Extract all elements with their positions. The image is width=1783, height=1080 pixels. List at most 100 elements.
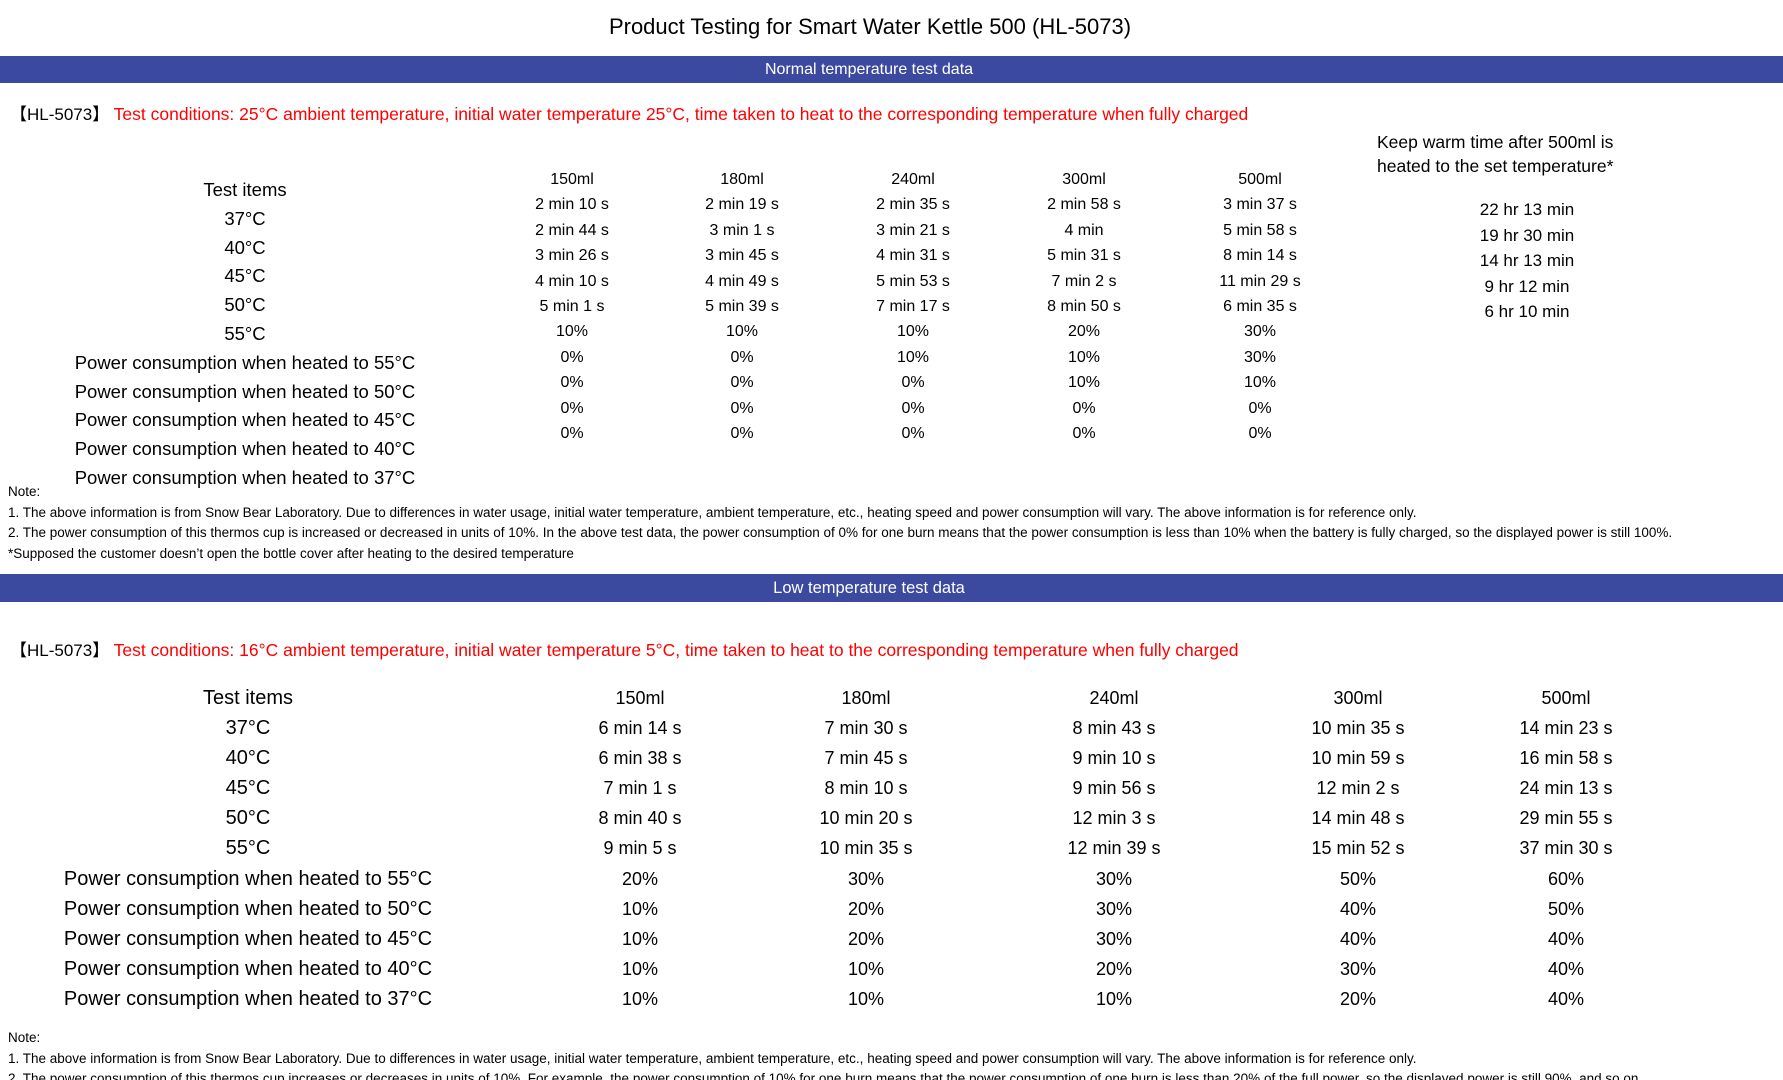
table1-column-240ml: 240ml 2 min 35 s 3 min 21 s 4 min 31 s 5 mi… xyxy=(828,167,998,446)
table-cell: 0% xyxy=(730,425,754,443)
table-cell: 10% xyxy=(847,958,885,979)
note-line: Note: xyxy=(8,1030,41,1045)
column-values: 14 min 23 s 16 min 58 s 24 min 13 s 29 min … xyxy=(1451,713,1681,1014)
column-header: 180ml xyxy=(841,688,891,708)
table-cell: 2 min 19 s xyxy=(705,196,779,214)
row-label: 40°C xyxy=(224,236,266,258)
table-cell: 5 min 39 s xyxy=(705,298,779,316)
model-tag: 【HL-5073】 xyxy=(10,105,110,124)
table-cell: 2 min 10 s xyxy=(535,196,609,214)
table-cell: 14 min 23 s xyxy=(1519,718,1613,739)
table-cell: 0% xyxy=(1248,399,1272,417)
column-header: 300ml xyxy=(1333,688,1383,708)
column-values: 2 min 19 s 3 min 1 s 3 min 45 s 4 min 49 s 5… xyxy=(657,192,827,446)
table-cell: 6 min 35 s xyxy=(1223,298,1297,316)
table-cell: 40% xyxy=(1547,928,1585,949)
table-cell: 2 min 58 s xyxy=(1047,196,1121,214)
table-cell: 4 min 10 s xyxy=(535,272,609,290)
row-label: Power consumption when heated to 45°C xyxy=(63,927,433,950)
table-cell: 5 min 53 s xyxy=(876,272,950,290)
section-banner-normal: Normal temperature test data xyxy=(0,56,1783,83)
table-cell: 3 min 26 s xyxy=(535,247,609,265)
column-values: 2 min 10 s 2 min 44 s 3 min 26 s 4 min 10 s… xyxy=(487,192,657,446)
table2-column-300ml: 300ml 10 min 35 s 10 min 59 s 12 min 2 s 14… xyxy=(1243,683,1473,1014)
note-line: 2. The power consumption of this thermos… xyxy=(8,1071,1643,1080)
row-label: Power consumption when heated to 40°C xyxy=(63,957,433,980)
table-cell: 3 min 37 s xyxy=(1223,196,1297,214)
section-banner-low: Low temperature test data xyxy=(0,574,1783,602)
table-cell: 9 min 5 s xyxy=(603,838,677,859)
table-cell: 0% xyxy=(730,399,754,417)
table-cell: 40% xyxy=(1547,988,1585,1009)
table-cell: 29 min 55 s xyxy=(1519,808,1613,829)
keepwarm-column: Keep warm time after 500ml is heated to … xyxy=(1377,130,1677,325)
page-title: Product Testing for Smart Water Kettle 5… xyxy=(608,14,1132,39)
row-label: 50°C xyxy=(225,807,271,830)
note-line: 1. The above information is from Snow Be… xyxy=(8,1050,1417,1066)
row-label: 55°C xyxy=(224,322,266,344)
table-cell: 30% xyxy=(1243,348,1277,366)
table-cell: 10% xyxy=(621,988,659,1009)
table-cell: 10% xyxy=(621,928,659,949)
table-cell: 15 min 52 s xyxy=(1311,838,1405,859)
row-label: 37°C xyxy=(224,207,266,229)
note-line: Note: xyxy=(8,484,41,499)
table-cell: 4 min xyxy=(1064,221,1104,239)
table-cell: 3 min 1 s xyxy=(709,221,775,239)
column-values: 2 min 58 s 4 min 5 min 31 s 7 min 2 s 8 min … xyxy=(999,192,1169,446)
note-line: 2. The power consumption of this thermos… xyxy=(8,525,1673,541)
table-cell: 0% xyxy=(730,374,754,392)
notes-normal: Note: 1. The above information is from Sn… xyxy=(8,482,1672,564)
row-label: Power consumption when heated to 40°C xyxy=(74,438,416,460)
table-cell: 40% xyxy=(1547,958,1585,979)
table1-row-labels: Test items 37°C 40°C 45°C 50°C 55°C Power cons… xyxy=(10,176,480,493)
table-cell: 20% xyxy=(847,898,885,919)
table-cell: 40% xyxy=(1339,898,1377,919)
row-label: Power consumption when heated to 45°C xyxy=(74,409,416,431)
keepwarm-cell: 22 hr 13 min xyxy=(1479,200,1575,219)
note-line: *Supposed the customer doesn’t open the … xyxy=(8,545,574,561)
row-label: Test items xyxy=(203,179,287,200)
table-cell: 4 min 31 s xyxy=(876,247,950,265)
table-cell: 5 min 58 s xyxy=(1223,221,1297,239)
table-cell: 0% xyxy=(901,425,925,443)
table-cell: 8 min 43 s xyxy=(1072,718,1156,739)
column-header: 300ml xyxy=(1062,171,1106,188)
column-header: 150ml xyxy=(615,688,665,708)
table-cell: 0% xyxy=(560,374,584,392)
column-header: 150ml xyxy=(550,171,594,188)
table-cell: 0% xyxy=(901,374,925,392)
table-cell: 10% xyxy=(1067,348,1101,366)
column-values: 8 min 43 s 9 min 10 s 9 min 56 s 12 min 3 s… xyxy=(999,713,1229,1014)
table-cell: 10% xyxy=(621,898,659,919)
keepwarm-values: 22 hr 13 min 19 hr 30 min 14 hr 13 min 9 hr… xyxy=(1377,197,1677,325)
table1-column-500ml: 500ml 3 min 37 s 5 min 58 s 8 min 14 s 11 m… xyxy=(1175,167,1345,446)
table-cell: 12 min 2 s xyxy=(1316,778,1400,799)
table-cell: 2 min 44 s xyxy=(535,221,609,239)
table1-column-180ml: 180ml 2 min 19 s 3 min 1 s 3 min 45 s 4 min… xyxy=(657,167,827,446)
table-cell: 5 min 1 s xyxy=(539,298,605,316)
table-cell: 10 min 20 s xyxy=(819,808,913,829)
keepwarm-cell: 14 hr 13 min xyxy=(1479,251,1575,270)
table-cell: 10% xyxy=(896,348,930,366)
table-cell: 10 min 35 s xyxy=(1311,718,1405,739)
table-cell: 20% xyxy=(1095,958,1133,979)
table-cell: 8 min 40 s xyxy=(598,808,682,829)
table-cell: 7 min 45 s xyxy=(824,748,908,769)
row-label: Power consumption when heated to 37°C xyxy=(74,466,416,488)
table-cell: 10% xyxy=(1095,988,1133,1009)
table-cell: 30% xyxy=(1095,928,1133,949)
column-values: 7 min 30 s 7 min 45 s 8 min 10 s 10 min 20 … xyxy=(751,713,981,1014)
table-cell: 30% xyxy=(1243,323,1277,341)
table-cell: 3 min 21 s xyxy=(876,221,950,239)
table-cell: 7 min 1 s xyxy=(603,778,677,799)
table-cell: 30% xyxy=(1095,868,1133,889)
table-cell: 20% xyxy=(1067,323,1101,341)
table-cell: 24 min 13 s xyxy=(1519,778,1613,799)
keepwarm-cell: 6 hr 10 min xyxy=(1484,302,1570,321)
table-cell: 0% xyxy=(1072,399,1096,417)
notes-low: Note: 1. The above information is from Sn… xyxy=(8,1028,1642,1080)
keepwarm-cell: 9 hr 12 min xyxy=(1484,276,1570,296)
table-cell: 30% xyxy=(1339,958,1377,979)
